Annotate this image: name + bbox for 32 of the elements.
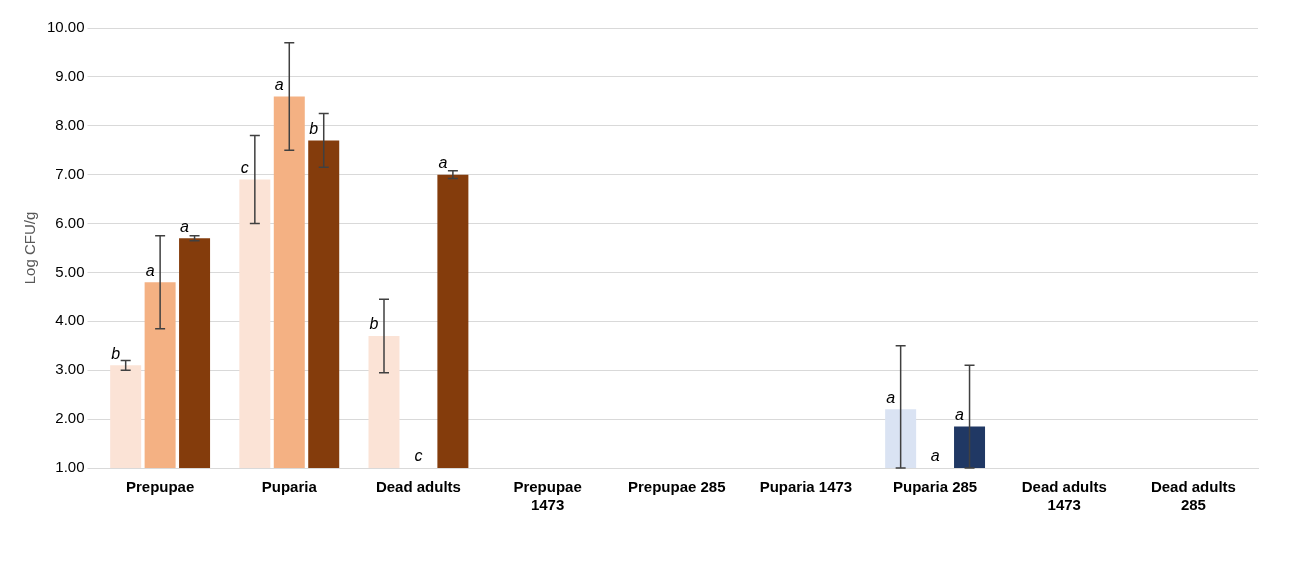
data-label: a [274, 75, 284, 93]
data-label: a [930, 447, 940, 465]
y-tick-label: 6.00 [55, 213, 85, 231]
data-label: c [240, 159, 249, 177]
y-axis-title: Log CFU/g [21, 211, 39, 285]
y-tick-label: 7.00 [55, 164, 85, 182]
data-label: a [180, 217, 190, 235]
y-tick-label: 2.00 [55, 409, 85, 427]
data-label: b [369, 315, 379, 333]
x-tick-label: Puparia 285 [892, 478, 978, 496]
y-tick-label: 9.00 [55, 67, 85, 85]
y-tick-label: 1.00 [55, 458, 85, 476]
data-label: b [309, 119, 319, 137]
x-tick-label: Puparia [261, 478, 318, 496]
y-tick-label: 8.00 [55, 115, 85, 133]
data-label: c [414, 447, 423, 465]
y-tick-label: 5.00 [55, 262, 85, 280]
data-label: a [886, 388, 896, 406]
data-label: b [111, 344, 121, 362]
x-tick-label: Prepupae 285 [627, 478, 726, 496]
x-tick-label: Puparia 1473 [759, 478, 853, 496]
data-label: a [955, 405, 965, 423]
x-tick-label: Dead adults 285 [1150, 478, 1236, 514]
data-label: a [145, 261, 155, 279]
x-tick-label: Dead adults [375, 478, 461, 496]
data-label: a [438, 154, 448, 172]
x-tick-label: Prepupae 1473 [513, 478, 582, 514]
y-tick-label: 4.00 [55, 311, 85, 329]
x-tick-label: Dead adults 1473 [1021, 478, 1107, 514]
y-tick-label: 3.00 [55, 360, 85, 378]
x-tick-label: Prepupae [125, 478, 195, 496]
y-tick-label: 10.00 [46, 18, 85, 36]
